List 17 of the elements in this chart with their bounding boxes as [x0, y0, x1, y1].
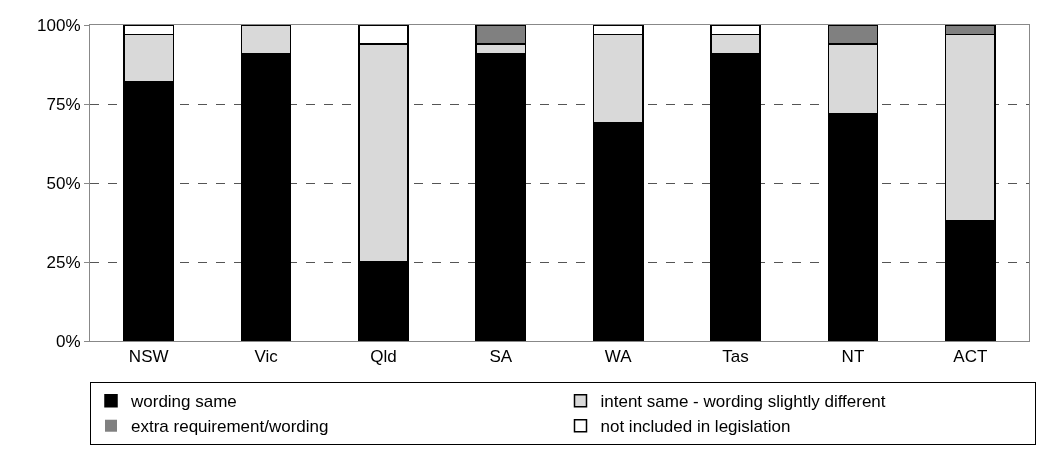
legend-label: not included in legislation: [600, 417, 791, 437]
x-tick-label: Vic: [254, 347, 279, 367]
x-tick-label: NT: [841, 347, 865, 367]
x-tick-label: Qld: [370, 347, 397, 367]
x-tick-label: SA: [489, 347, 513, 367]
legend-label: wording same: [130, 392, 237, 412]
x-tick-label: WA: [604, 347, 633, 367]
y-tick-label: 50%: [46, 173, 81, 193]
x-tick-label: NSW: [128, 347, 169, 367]
y-tick-label: 75%: [46, 94, 81, 114]
y-tick-label: 100%: [37, 15, 81, 35]
x-tick-label: ACT: [953, 347, 988, 367]
y-tick-label: 25%: [46, 252, 81, 272]
x-tick-label: Tas: [722, 347, 749, 367]
y-tick-label: 0%: [56, 331, 81, 351]
legend-label: extra requirement/wording: [131, 417, 329, 437]
legend-label: intent same - wording slightly different: [600, 392, 886, 412]
